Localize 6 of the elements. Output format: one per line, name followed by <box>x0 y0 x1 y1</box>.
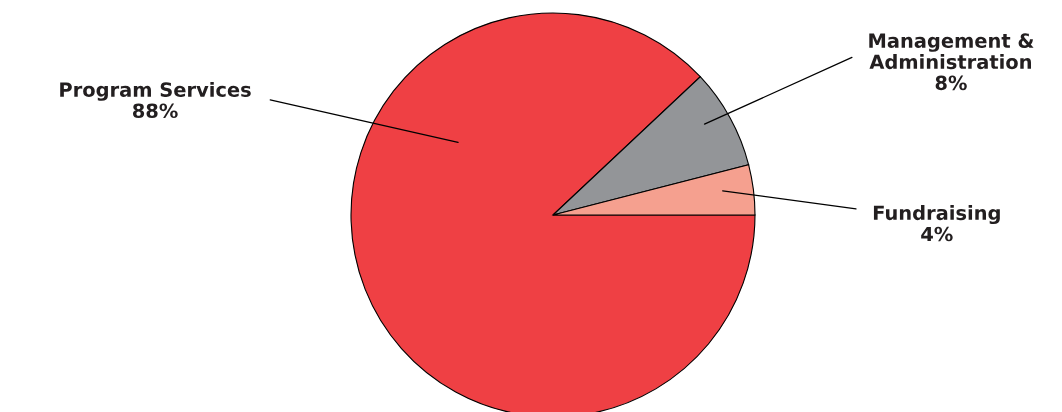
data-label: 88% <box>132 103 178 119</box>
data-label: 8% <box>935 75 967 91</box>
slice-label: Program Services <box>60 81 251 101</box>
slice-label: Management & Administration <box>869 33 1034 70</box>
slice-label: Fundraising <box>873 205 1000 225</box>
data-label: 4% <box>921 226 953 242</box>
